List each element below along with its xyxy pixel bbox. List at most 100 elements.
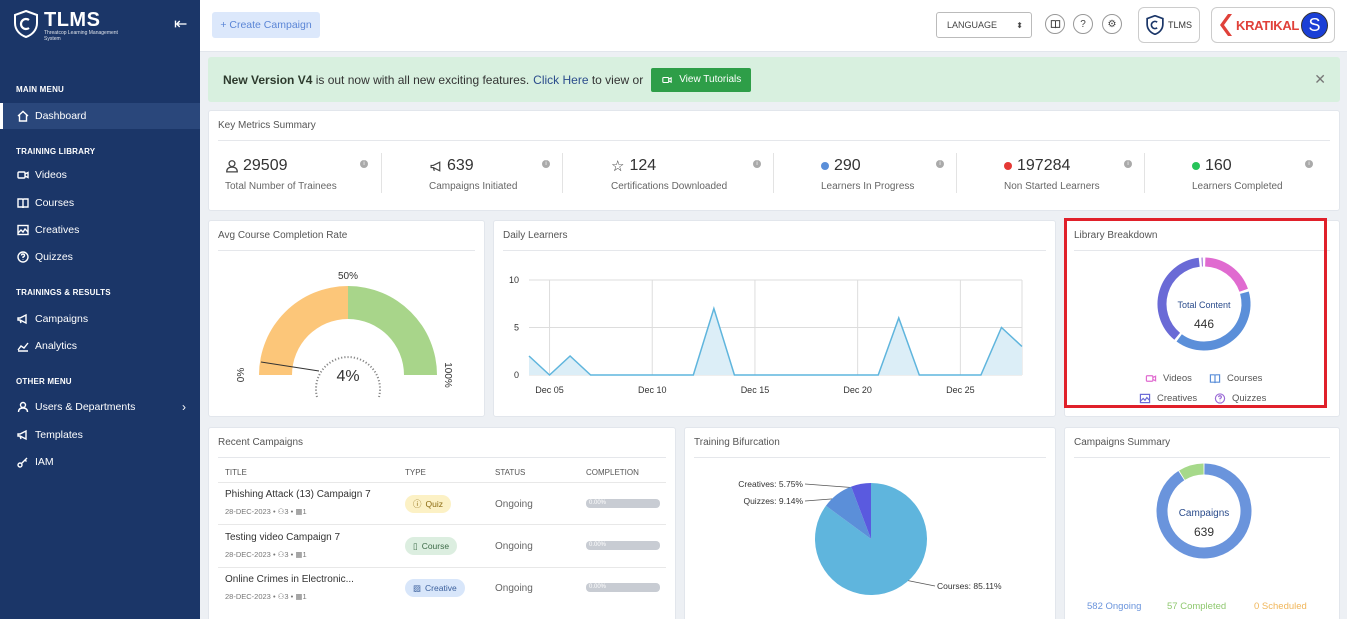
info-icon[interactable]: i <box>936 160 944 168</box>
metric-in-progress: 290 Learners In Progress <box>821 157 914 192</box>
view-tutorials-button[interactable]: View Tutorials <box>651 67 752 92</box>
sidebar-item-quizzes[interactable]: Quizzes <box>0 244 200 270</box>
donut-slice-creatives[interactable] <box>1157 257 1200 340</box>
gauge-mid-label: 50% <box>338 271 358 282</box>
megaphone-icon <box>17 313 27 325</box>
metric-completed: 160 Learners Completed <box>1192 157 1283 192</box>
account-menu[interactable]: KRATIKAL S <box>1211 7 1335 43</box>
megaphone-icon <box>430 160 441 172</box>
user-count: 3 <box>284 592 289 601</box>
tlms-switch-button[interactable]: TLMS <box>1138 7 1200 43</box>
metric-value: 197284 <box>1017 157 1071 174</box>
help-icon[interactable]: ? <box>1073 14 1093 34</box>
campaign-title[interactable]: Online Crimes in Electronic... <box>225 574 354 585</box>
language-select[interactable]: LANGUAGE ⬍ <box>936 12 1032 38</box>
banner-title: New Version V4 <box>223 72 313 87</box>
modules-icon: ▦ <box>295 550 303 559</box>
sidebar-item-dashboard[interactable]: Dashboard <box>0 103 200 129</box>
donut-slice-videos[interactable] <box>1204 257 1248 292</box>
donut-slice-ongoing[interactable] <box>1156 463 1252 559</box>
gauge-needle <box>260 361 320 372</box>
donut-slice-courses[interactable] <box>1176 291 1251 351</box>
app-logo[interactable]: TLMS Threatcop Learning Management Syste… <box>14 10 124 42</box>
campaign-status: Ongoing <box>495 499 533 510</box>
close-icon[interactable]: ✕ <box>1314 71 1326 87</box>
type-badge-creative: ▨ Creative <box>405 579 465 597</box>
sidebar-item-users-departments[interactable]: Users & Departments › <box>0 394 200 420</box>
book-icon[interactable] <box>1045 14 1065 34</box>
metric-label: Learners Completed <box>1192 181 1283 192</box>
book-icon <box>17 198 29 209</box>
status-dot <box>821 162 829 170</box>
status-dot <box>1004 162 1012 170</box>
collapse-sidebar-icon[interactable]: ⇤ <box>174 16 188 33</box>
legend-quizzes[interactable]: Quizzes <box>1214 393 1266 404</box>
metric-total-trainees: 29509 Total Number of Trainees <box>225 157 337 192</box>
card-title: Campaigns Summary <box>1074 437 1171 448</box>
legend-courses[interactable]: Courses <box>1209 373 1262 384</box>
analytics-icon <box>17 342 29 352</box>
campaign-title[interactable]: Phishing Attack (13) Campaign 7 <box>225 489 371 500</box>
card-title: Recent Campaigns <box>218 437 304 448</box>
metric-value: 160 <box>1205 157 1232 174</box>
home-icon <box>17 110 29 122</box>
recent-campaigns-card: Recent Campaigns TITLE TYPE STATUS COMPL… <box>208 427 676 619</box>
campaign-date: 28-DEC-2023 <box>225 550 271 559</box>
video-icon <box>1145 375 1157 382</box>
legend-creatives[interactable]: Creatives <box>1139 393 1197 404</box>
sidebar-item-analytics[interactable]: Analytics <box>0 333 200 359</box>
training-bifurcation-chart: Creatives: 5.75% Quizzes: 9.14% Courses:… <box>738 479 1002 595</box>
shield-logo-icon <box>14 10 38 38</box>
x-tick-label: Dec 25 <box>946 385 975 395</box>
topbar: + Create Campaign LANGUAGE ⬍ ? ⚙ TLMS KR… <box>200 0 1347 52</box>
completion-card: Avg Course Completion Rate 4% 50% 0% 100… <box>208 220 485 417</box>
banner-link[interactable]: Click Here <box>533 72 589 87</box>
info-icon[interactable]: i <box>1305 160 1313 168</box>
info-icon[interactable]: i <box>542 160 550 168</box>
badge-label: Creative <box>425 583 457 593</box>
sidebar-item-videos[interactable]: Videos <box>0 162 200 188</box>
info-icon[interactable]: i <box>1124 160 1132 168</box>
sidebar-item-campaigns[interactable]: Campaigns <box>0 306 200 332</box>
sidebar-item-courses[interactable]: Courses <box>0 190 200 216</box>
user-count: 3 <box>284 507 289 516</box>
image-icon <box>1139 393 1151 404</box>
sidebar-item-templates[interactable]: Templates <box>0 422 200 448</box>
shield-logo-icon <box>1146 15 1164 35</box>
gear-icon[interactable]: ⚙ <box>1102 14 1122 34</box>
y-tick-label: 0 <box>514 370 519 380</box>
completed-count: 57 Completed <box>1167 601 1227 612</box>
daily-learners-card: Daily Learners 0 5 10 Dec 05 Dec 10 Dec 15 Dec… <box>493 220 1056 417</box>
legend-videos[interactable]: Videos <box>1145 373 1192 384</box>
donut-slice-completed[interactable] <box>1179 463 1204 481</box>
sidebar-item-creatives[interactable]: Creatives <box>0 217 200 243</box>
create-campaign-button[interactable]: + Create Campaign <box>212 12 320 38</box>
info-icon[interactable]: i <box>360 160 368 168</box>
avatar[interactable]: S <box>1301 12 1328 39</box>
type-badge-quiz: ⓘ Quiz <box>405 495 451 513</box>
card-title: Avg Course Completion Rate <box>218 230 348 241</box>
metric-label: Total Number of Trainees <box>225 181 337 192</box>
column-header-status: STATUS <box>495 468 526 477</box>
sidebar-item-label: Videos <box>35 169 67 181</box>
metric-label: Campaigns Initiated <box>429 181 518 192</box>
library-donut-chart: Total Content 446 <box>1157 257 1251 351</box>
badge-label: Course <box>421 541 450 551</box>
pie-slice-quizzes[interactable] <box>825 486 871 539</box>
legend-label: Quizzes <box>1232 393 1267 404</box>
pie-slice-creatives[interactable] <box>851 483 871 539</box>
campaign-title[interactable]: Testing video Campaign 7 <box>225 532 341 543</box>
x-tick-label: Dec 15 <box>741 385 770 395</box>
column-header-title: TITLE <box>225 468 247 477</box>
module-count: 1 <box>302 592 307 601</box>
question-icon <box>1214 393 1226 404</box>
info-icon[interactable]: i <box>753 160 761 168</box>
sidebar-item-iam[interactable]: IAM <box>0 449 200 475</box>
app-tagline: Threatcop Learning Management System <box>44 30 118 42</box>
donut-center-value: 639 <box>1194 525 1214 539</box>
metric-non-started: 197284 Non Started Learners <box>1004 157 1100 192</box>
metric-value: 290 <box>834 157 861 174</box>
completion-bar: 0.00% <box>586 499 660 508</box>
metric-label: Non Started Learners <box>1004 181 1100 192</box>
legend-label: Courses <box>1227 373 1263 384</box>
